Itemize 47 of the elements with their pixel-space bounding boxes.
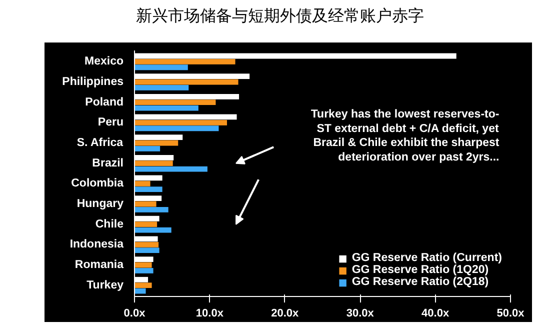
- y-tick-label: Philippines: [62, 76, 124, 88]
- y-tick-label: Brazil: [92, 157, 124, 170]
- y-tick-label: Poland: [85, 96, 124, 108]
- y-tick-label: Peru: [98, 116, 124, 129]
- bar: [134, 282, 152, 288]
- bar: [134, 64, 188, 70]
- bar: [134, 206, 168, 212]
- y-tick-label: S. Africa: [76, 137, 124, 150]
- bar: [134, 242, 159, 248]
- bar: [134, 100, 216, 106]
- y-tick-label: Colombia: [71, 178, 124, 190]
- bar: [134, 140, 178, 146]
- bar: [134, 120, 227, 126]
- bar: [134, 268, 154, 274]
- annotation: Turkey has the lowest reserves-to- ST external debt + C/A deficit, yet Brazil & Chile exhibit the sharpest deterioration over past 2yrs...: [310, 108, 500, 164]
- bar: [134, 222, 158, 228]
- bar: [134, 186, 162, 192]
- bar: [134, 201, 156, 207]
- y-tick-label: Hungary: [76, 198, 124, 210]
- y-tick-label: Indonesia: [70, 238, 124, 251]
- bar: [134, 180, 150, 186]
- y-tick-label: Chile: [95, 218, 124, 230]
- x-tick-label: 30.0x: [346, 308, 375, 320]
- x-tick-label: 40.0x: [422, 308, 450, 320]
- legend-label: GG Reserve Ratio (1Q20): [352, 264, 489, 276]
- legend-label: GG Reserve Ratio (Current): [352, 252, 502, 264]
- x-tick-label: 10.0x: [196, 308, 224, 320]
- y-tick-label: Turkey: [86, 279, 124, 292]
- bar: [134, 58, 236, 64]
- bar: [134, 79, 238, 85]
- bar: [134, 166, 208, 172]
- x-tick-label: 20.0x: [271, 308, 300, 320]
- bar: [134, 288, 146, 294]
- bar: [134, 105, 198, 111]
- y-tick-label: Mexico: [84, 56, 124, 68]
- bar: [134, 85, 189, 90]
- legend-label: GG Reserve Ratio (2Q18): [352, 276, 489, 288]
- chart-title: 新兴市场储备与短期外债及经常账户赤字: [136, 5, 424, 27]
- x-tick-label: 50.0x: [496, 308, 526, 320]
- bar: [134, 262, 152, 268]
- x-tick-label: 0.0x: [124, 308, 146, 320]
- bar: [134, 227, 172, 233]
- bar: [134, 146, 160, 152]
- y-tick-label: Romania: [74, 258, 124, 271]
- bar: [134, 160, 173, 166]
- bar: [134, 248, 160, 254]
- bar: [134, 126, 219, 132]
